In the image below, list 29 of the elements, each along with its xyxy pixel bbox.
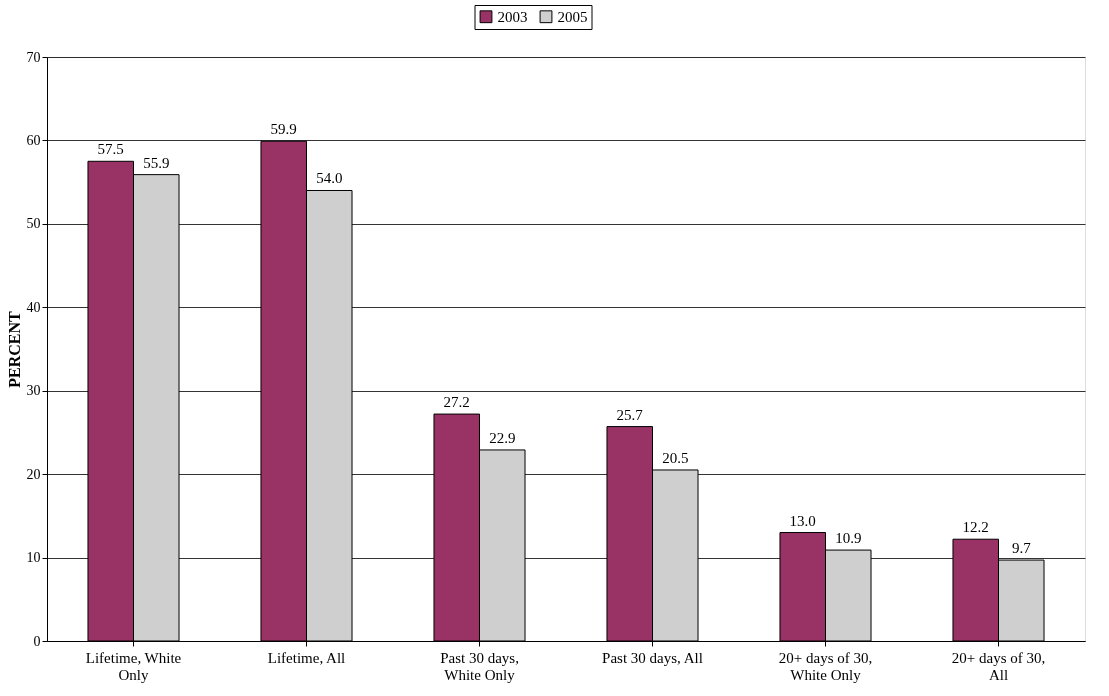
- data-label: 13.0: [789, 512, 816, 529]
- data-label: 22.9: [489, 429, 516, 446]
- y-tick-label: 30: [26, 383, 41, 399]
- x-tick-label: 20+ days of 30, All: [951, 649, 1046, 683]
- data-label: 54.0: [316, 170, 343, 187]
- x-tick-label: 20+ days of 30, White Only: [778, 649, 873, 683]
- y-tick-label: 40: [26, 299, 41, 315]
- x-tick-label: Past 30 days, All: [602, 649, 703, 666]
- y-tick-label: 20: [26, 466, 41, 482]
- data-label: 12.2: [962, 519, 989, 536]
- x-tick-label: Lifetime, White Only: [85, 649, 182, 683]
- data-label: 20.5: [662, 449, 689, 466]
- y-tick-label: 50: [26, 216, 41, 232]
- legend-label: 2005: [557, 8, 588, 25]
- data-label: 57.5: [97, 141, 124, 158]
- y-tick-label: 60: [26, 132, 41, 148]
- data-label: 55.9: [143, 154, 170, 171]
- x-tick-label: Lifetime, All: [267, 649, 346, 666]
- data-label: 27.2: [443, 394, 470, 411]
- x-tick-label: Past 30 days, White Only: [440, 649, 519, 683]
- y-axis-title: PERCENT: [5, 310, 23, 388]
- data-label: 9.7: [1011, 540, 1032, 557]
- data-label: 59.9: [270, 121, 297, 138]
- y-tick-label: 70: [26, 49, 41, 65]
- data-label: 25.7: [616, 406, 644, 423]
- data-label: 10.9: [835, 530, 862, 547]
- y-tick-label: 0: [33, 633, 41, 649]
- legend-label: 2003: [497, 8, 528, 25]
- y-tick-label: 10: [26, 550, 41, 566]
